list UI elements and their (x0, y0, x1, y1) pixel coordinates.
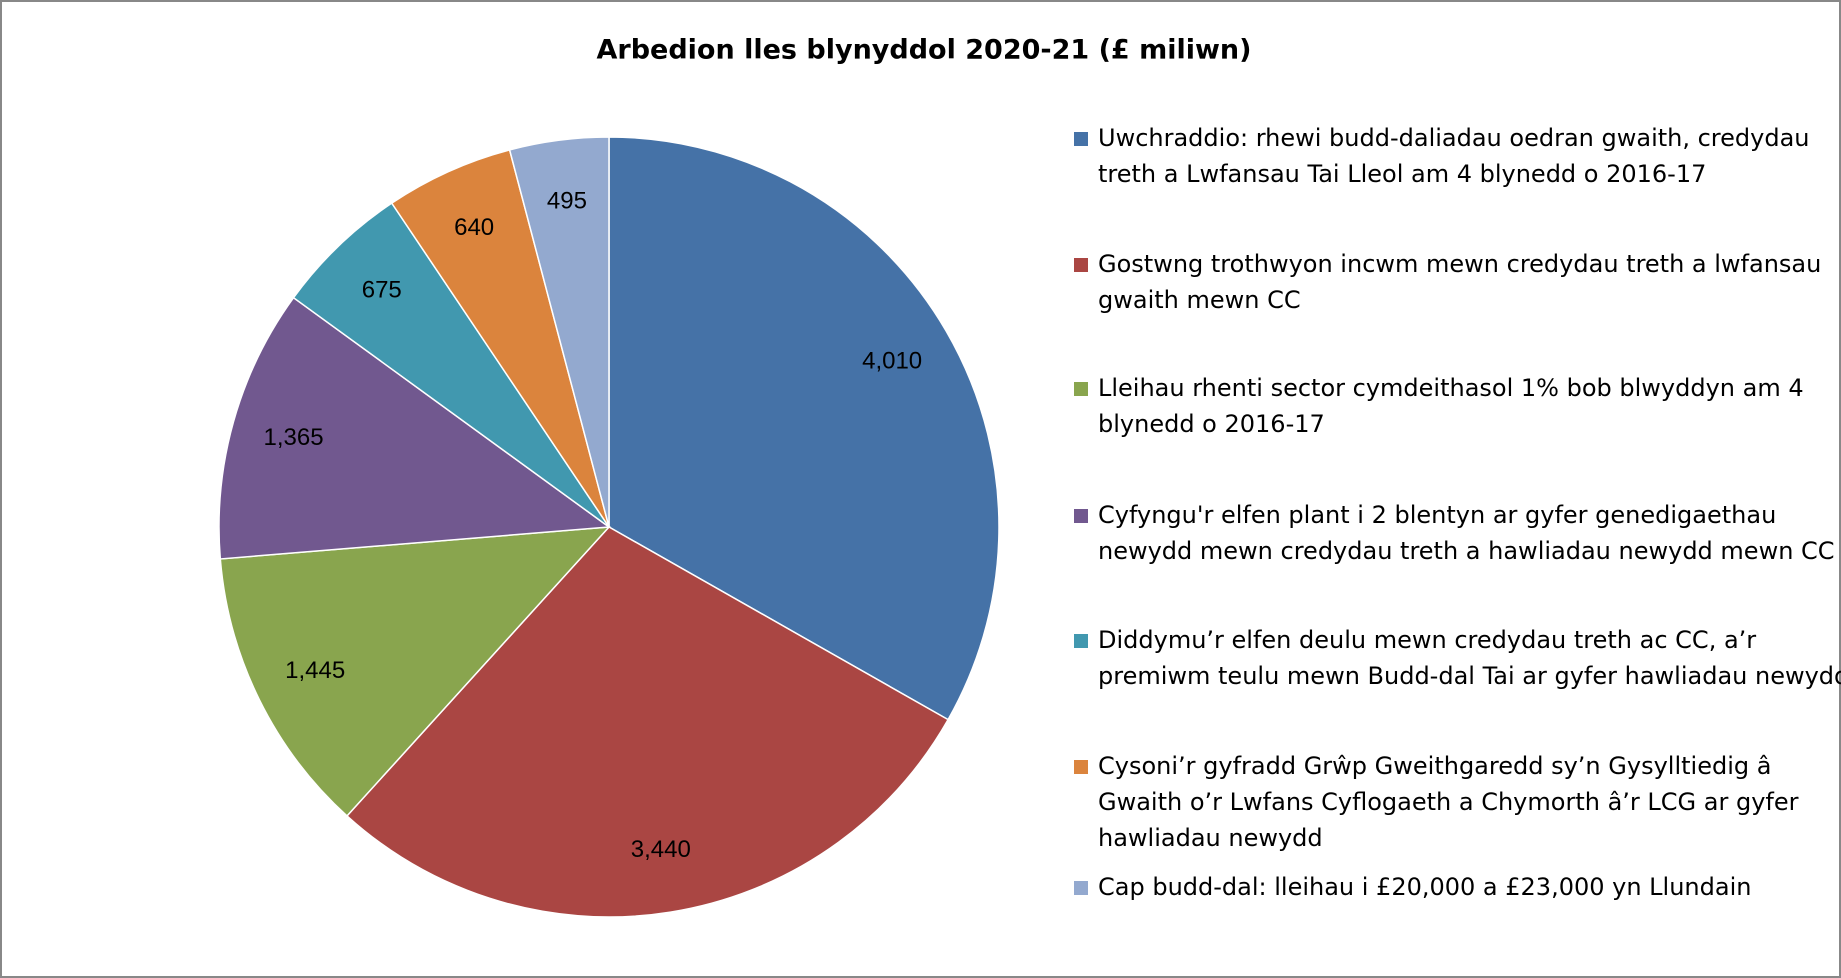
legend-swatch (1074, 132, 1088, 146)
pie-slice (345, 526, 950, 918)
pie-slice (218, 296, 612, 560)
data-label: 4,010 (862, 348, 922, 375)
legend-item: Lleihau rhenti sector cymdeithasol 1% bo… (1074, 370, 1841, 442)
data-label: 675 (362, 276, 402, 303)
pie-slice (608, 136, 1000, 721)
data-label: 495 (547, 187, 587, 214)
legend-swatch (1074, 382, 1088, 396)
legend-item: Cysoni’r gyfradd Grŵp Gweithgaredd sy’n … (1074, 748, 1841, 856)
legend-swatch (1074, 509, 1088, 523)
pie-slice (508, 136, 610, 528)
legend-item: Uwchraddio: rhewi budd-daliadau oedran g… (1074, 120, 1841, 192)
data-label: 3,440 (631, 836, 691, 863)
legend-item: Diddymu’r elfen deulu mewn credydau tret… (1074, 622, 1841, 694)
legend-item: Cap budd-dal: lleihau i £20,000 a £23,00… (1074, 869, 1841, 905)
data-label: 1,365 (264, 424, 324, 451)
legend-label: Gostwng trothwyon incwm mewn credydau tr… (1098, 250, 1822, 314)
legend-swatch (1074, 760, 1088, 774)
legend-item: Gostwng trothwyon incwm mewn credydau tr… (1074, 246, 1841, 318)
pie-slice (292, 202, 610, 528)
legend-item: Cyfyngu'r elfen plant i 2 blentyn ar gyf… (1074, 497, 1841, 569)
legend-swatch (1074, 258, 1088, 272)
legend-label: Diddymu’r elfen deulu mewn credydau tret… (1098, 626, 1841, 690)
chart-title: Arbedion lles blynyddol 2020-21 (£ miliw… (596, 35, 1251, 66)
legend-label: Cysoni’r gyfradd Grŵp Gweithgaredd sy’n … (1098, 752, 1799, 852)
pie-slice (219, 526, 611, 817)
legend-label: Cap budd-dal: lleihau i £20,000 a £23,00… (1098, 873, 1752, 901)
legend-swatch (1074, 634, 1088, 648)
legend-swatch (1074, 881, 1088, 895)
data-label: 640 (454, 214, 494, 241)
data-label: 1,445 (285, 657, 345, 684)
legend-label: Lleihau rhenti sector cymdeithasol 1% bo… (1098, 374, 1804, 438)
legend-label: Uwchraddio: rhewi budd-daliadau oedran g… (1098, 124, 1810, 188)
legend-label: Cyfyngu'r elfen plant i 2 blentyn ar gyf… (1098, 501, 1835, 565)
